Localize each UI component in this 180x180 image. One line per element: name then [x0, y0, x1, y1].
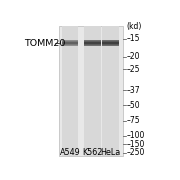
Text: K562: K562 — [82, 148, 102, 158]
Text: –50: –50 — [126, 101, 140, 110]
Text: –150: –150 — [126, 140, 145, 149]
Text: (kd): (kd) — [126, 22, 142, 31]
Text: –15: –15 — [126, 34, 140, 43]
Text: –75: –75 — [126, 116, 140, 125]
Text: –250: –250 — [126, 148, 145, 157]
Text: –25: –25 — [126, 65, 140, 74]
Text: –20: –20 — [126, 52, 140, 61]
Text: –100: –100 — [126, 131, 145, 140]
Text: HeLa: HeLa — [100, 148, 121, 158]
Bar — [84, 26, 101, 156]
Bar — [102, 26, 119, 156]
Text: TOMM20: TOMM20 — [24, 39, 65, 48]
Text: –37: –37 — [126, 86, 140, 95]
Bar — [62, 26, 78, 156]
Text: A549: A549 — [60, 148, 80, 158]
Bar — [59, 26, 123, 156]
